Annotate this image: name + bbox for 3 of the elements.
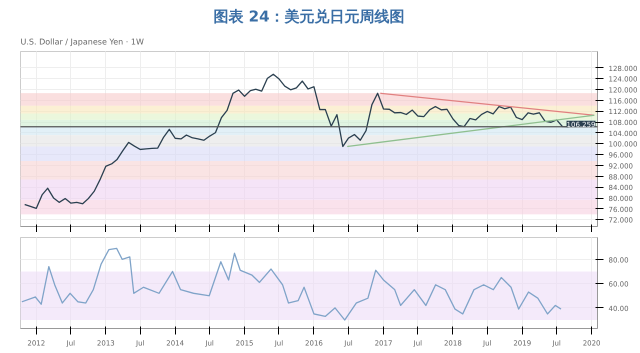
line-series xyxy=(21,248,562,321)
chart-title: 图表 24：美元兑日元周线图 xyxy=(213,8,405,26)
chart-subtitle: U.S. Dollar / Japanese Yen · 1W xyxy=(20,38,144,46)
